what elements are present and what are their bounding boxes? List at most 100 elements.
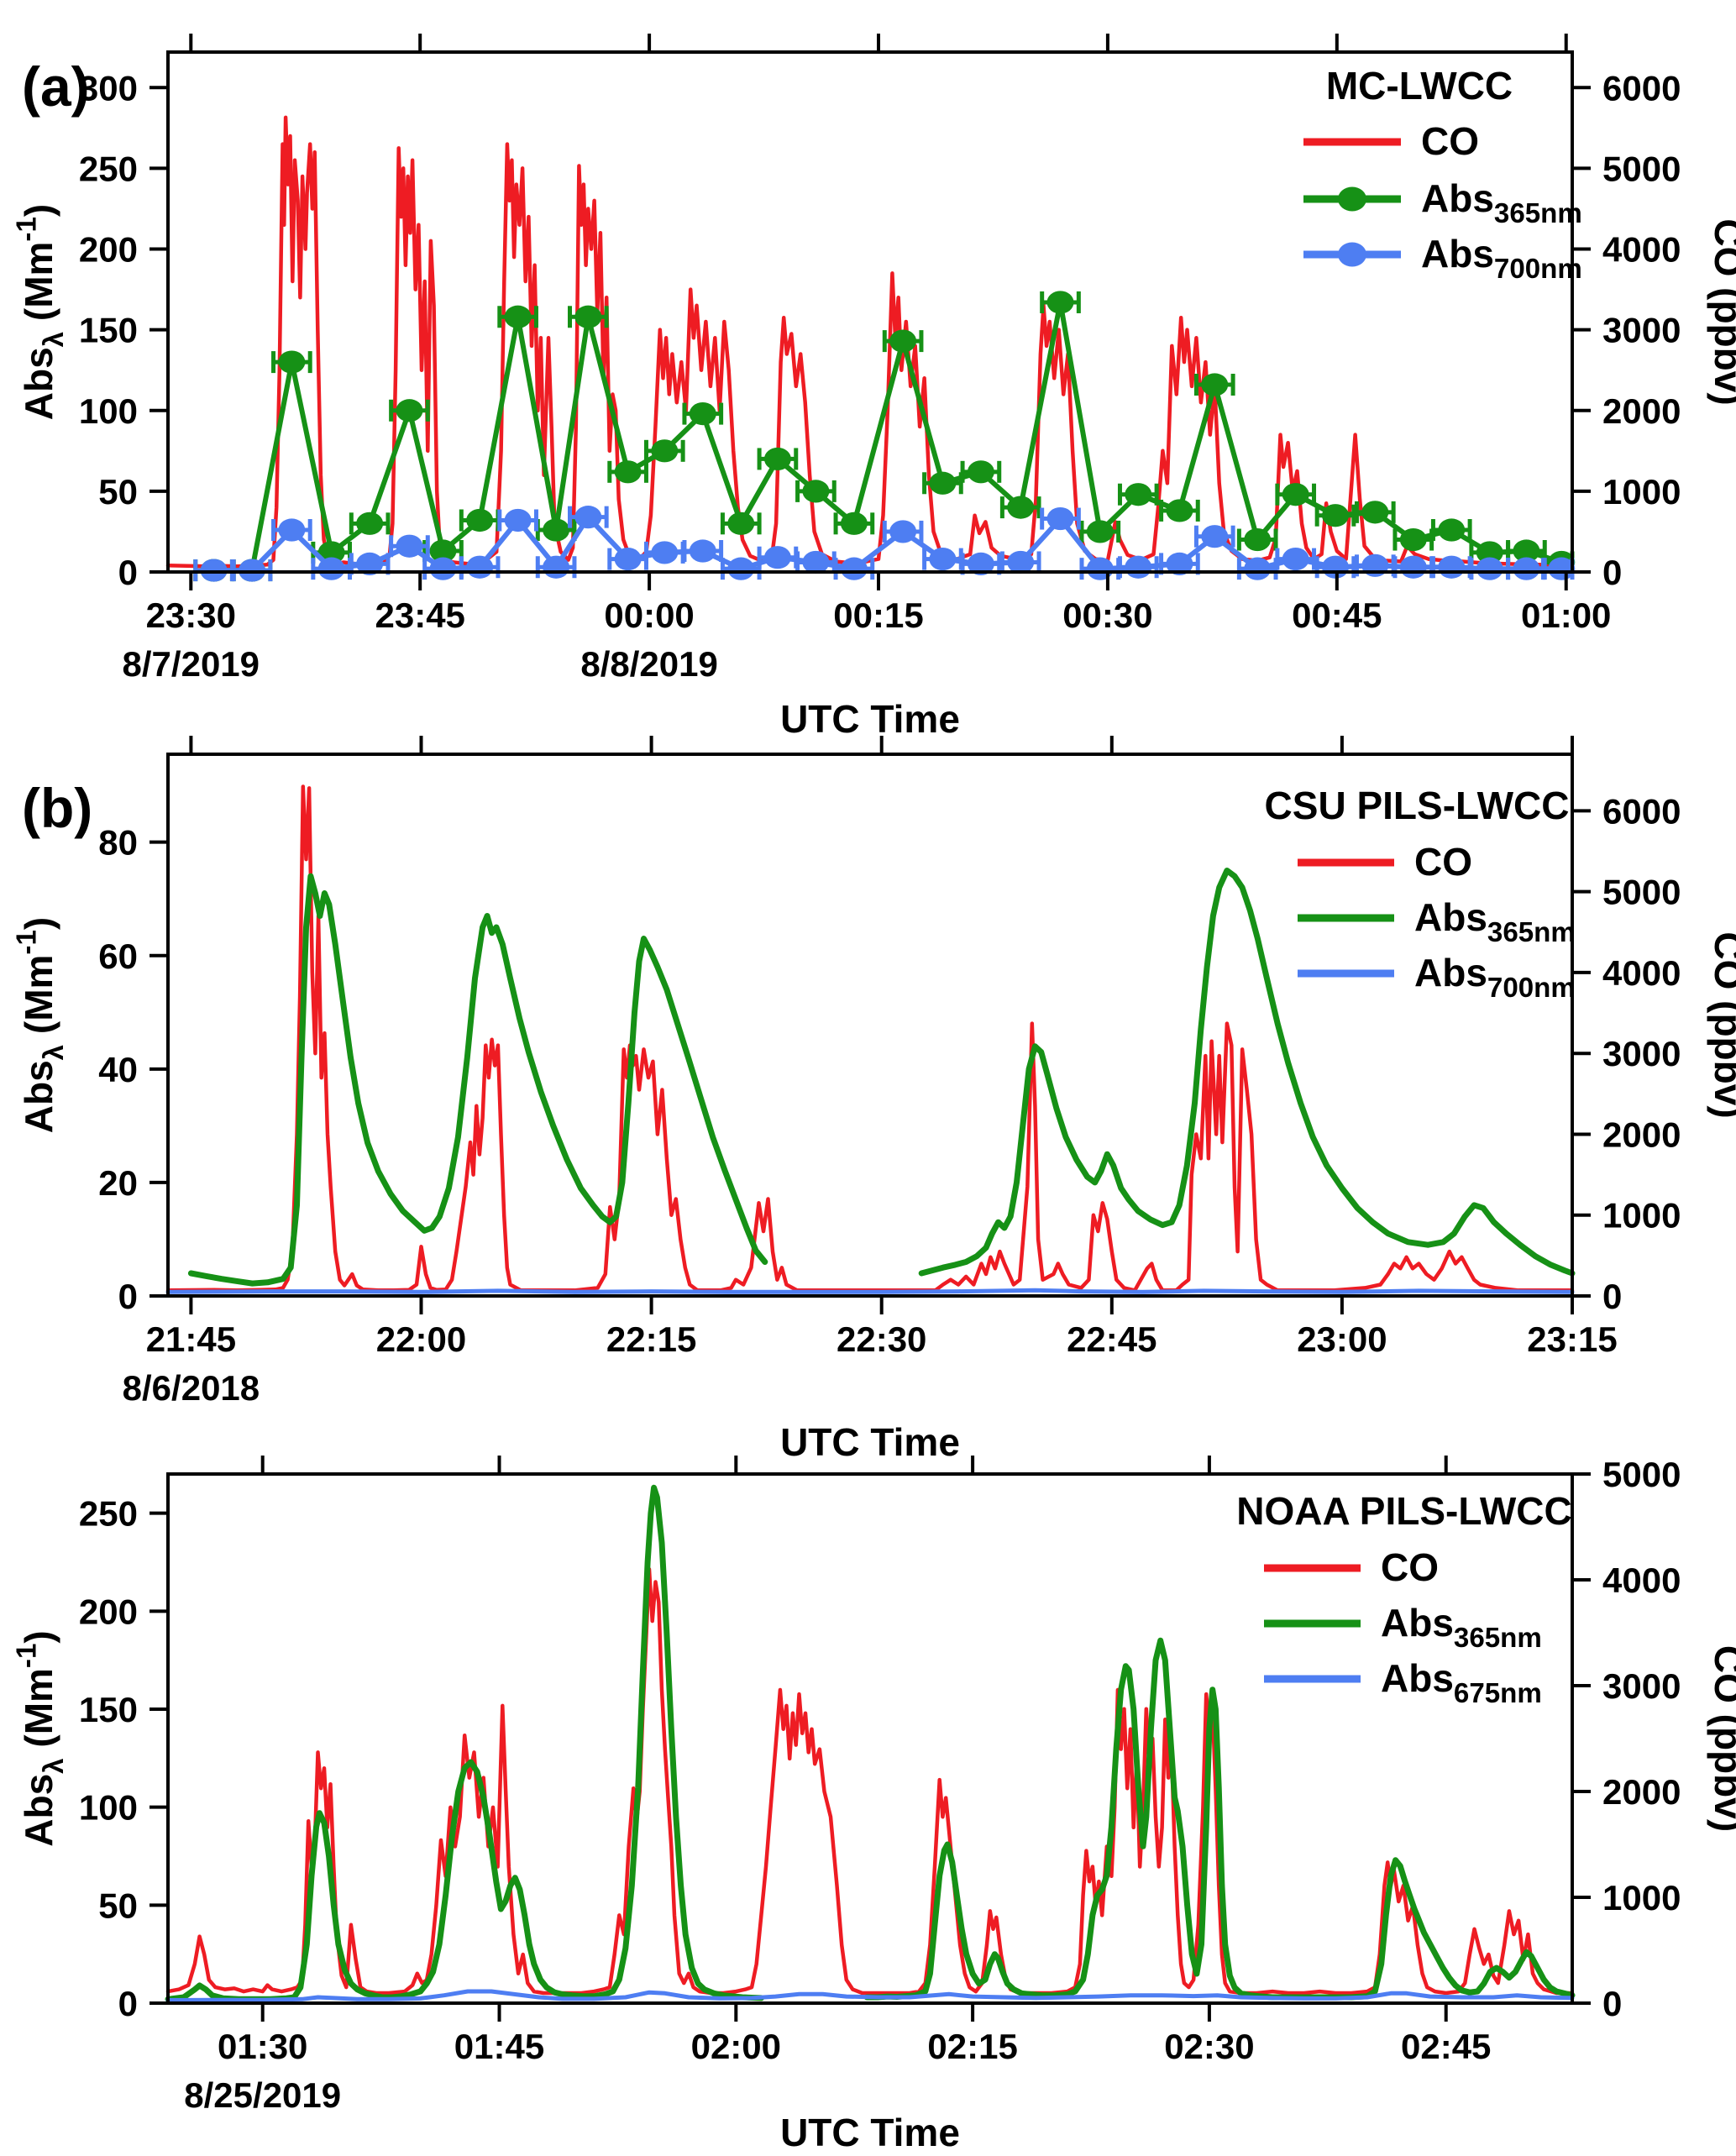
x-tick-label: 21:45 [146,1319,236,1359]
x-date-label: 8/6/2018 [123,1368,260,1408]
panel-a: 23:30 8/7/2019 23:45 00:00 8/8/2019 00:15 00:3… [12,34,1736,741]
marker-abs365 [1476,541,1503,564]
y-right-tick-label: 2000 [1602,391,1681,431]
panel-label: (a) [22,55,90,118]
legend-sample-marker [1338,186,1366,212]
legend-entry-label: Abs675nm [1381,1656,1542,1709]
x-tick-label: 23:30 [146,595,236,635]
marker-abs365 [727,511,755,535]
marker-abs365 [396,399,423,422]
marker-abs700 [763,546,791,569]
x-axis-a: 23:30 8/7/2019 23:45 00:00 8/8/2019 00:15 00:3… [123,34,1611,741]
x-tick-label: 01:30 [218,2027,307,2066]
series-b [165,784,1576,1294]
marker-abs700 [1046,506,1074,531]
y-right-axis-a: 0 1000 2000 3000 4000 5000 6000 CO (ppbv) [1572,68,1736,592]
marker-abs365 [466,508,494,532]
marker-abs365 [614,460,642,484]
y-left-tick-label: 250 [79,149,138,188]
marker-abs700 [1399,555,1427,579]
y-left-axis-a: 0 50 100 150 200 250 300 Absλ (Mm-1) [12,68,168,592]
marker-abs700 [1513,557,1540,580]
x-axis-title: UTC Time [780,697,960,741]
panel-c: 01:30 8/25/2019 01:45 02:00 02:15 02:30 02:45 U… [12,1455,1736,2154]
line-abs700 [165,1288,1575,1294]
x-date-label: 8/7/2019 [123,644,260,684]
y-left-title: Absλ (Mm-1) [12,1630,70,1846]
x-tick-label: 23:15 [1527,1319,1617,1359]
marker-abs700 [929,548,957,571]
y-right-tick-label: 0 [1602,1984,1622,2023]
marker-abs700 [466,555,494,579]
y-right-tick-label: 1000 [1602,1878,1681,1917]
y-right-tick-label: 0 [1602,553,1622,592]
y-right-axis-b: 0 1000 2000 3000 4000 5000 6000 CO (ppbv) [1572,791,1736,1316]
y-left-tick-label: 0 [118,1277,138,1316]
y-left-tick-label: 300 [79,68,138,108]
legend-entry-label: CO [1381,1545,1439,1589]
x-axis-title: UTC Time [780,1420,960,1464]
marker-abs365 [967,460,994,484]
marker-abs700 [1548,557,1576,580]
marker-abs365 [1201,373,1229,396]
y-right-tick-label: 4000 [1602,953,1681,993]
marker-abs700 [1282,548,1309,571]
legend-title: NOAA PILS-LWCC [1236,1489,1572,1533]
y-left-tick-label: 250 [79,1494,138,1534]
marker-abs365 [840,511,868,535]
marker-abs700 [1244,557,1272,580]
y-right-tick-label: 6000 [1602,68,1681,108]
y-right-title: CO (ppbv) [1707,1645,1736,1832]
y-right-tick-label: 3000 [1602,1034,1681,1073]
marker-abs365 [1086,520,1114,543]
marker-abs365 [1125,483,1152,506]
marker-abs700 [727,557,755,580]
y-left-tick-label: 50 [98,472,138,511]
y-left-title: Absλ (Mm-1) [12,917,70,1133]
marker-abs365 [1361,501,1389,524]
y-left-tick-label: 0 [118,1984,138,2023]
y-right-title: CO (ppbv) [1707,931,1736,1118]
y-left-axis-b: 0 20 40 60 80 Absλ (Mm-1) [12,823,168,1316]
marker-abs365 [689,402,716,426]
y-right-tick-label: 0 [1602,1277,1622,1316]
line-abs365 [918,868,1576,1277]
marker-abs700 [543,555,570,579]
marker-abs700 [889,520,917,543]
x-tick-label: 00:30 [1062,595,1152,635]
y-left-tick-label: 60 [98,936,138,976]
y-left-tick-label: 100 [79,1788,138,1828]
y-right-tick-label: 1000 [1602,472,1681,511]
marker-abs365 [1399,527,1427,552]
y-left-axis-c: 0 50 100 150 200 250 Absλ (Mm-1) [12,1494,168,2023]
line-co [165,115,1568,569]
x-tick-label: 01:45 [454,2027,544,2066]
marker-abs700 [840,557,868,580]
x-axis-c: 01:30 8/25/2019 01:45 02:00 02:15 02:30 02:45 U… [184,1456,1491,2154]
y-right-tick-label: 2000 [1602,1772,1681,1812]
line-co [165,1567,1575,1996]
legend-entry-label: Abs365nm [1421,176,1582,229]
y-right-tick-label: 2000 [1602,1115,1681,1154]
y-left-title: Absλ (Mm-1) [12,204,70,420]
panel-label: (b) [22,777,92,839]
y-right-tick-label: 5000 [1602,149,1681,188]
marker-abs365 [1282,483,1309,506]
marker-abs365 [278,350,306,374]
legend-entry-label: Abs700nm [1414,951,1576,1004]
marker-abs365 [1046,291,1074,314]
marker-abs365 [504,305,532,328]
marker-abs700 [802,550,830,574]
x-tick-label: 22:30 [837,1319,926,1359]
legend-title: CSU PILS-LWCC [1265,784,1570,827]
marker-abs700 [651,541,679,564]
marker-abs700 [689,539,716,563]
y-left-tick-label: 80 [98,823,138,863]
y-right-tick-label: 1000 [1602,1196,1681,1235]
x-tick-label: 00:15 [833,595,923,635]
marker-abs365 [929,471,957,495]
x-date-label: 8/8/2019 [580,644,718,684]
x-tick-label: 02:15 [927,2027,1017,2066]
